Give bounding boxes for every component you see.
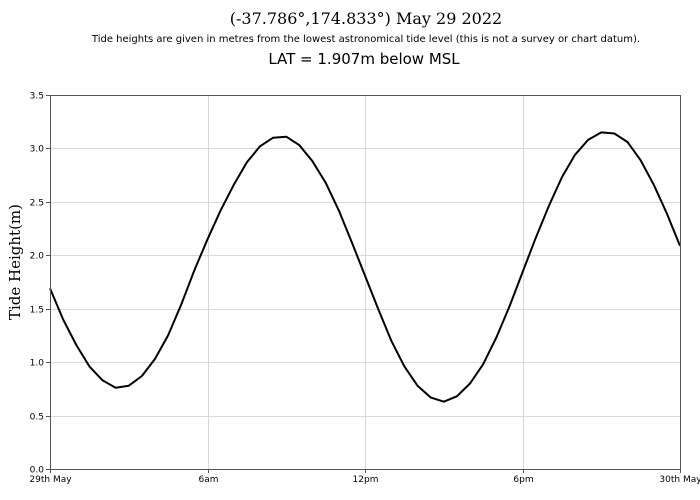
- x-tick-label: 30th May: [659, 475, 700, 485]
- chart-subtitle: Tide heights are given in metres from th…: [91, 34, 641, 45]
- y-tick-label: 3.0: [30, 145, 45, 155]
- x-tick-label: 29th May: [29, 475, 72, 485]
- chart-title: (-37.786°,174.833°) May 29 2022: [229, 9, 503, 28]
- y-tick-label: 1.0: [30, 359, 45, 369]
- x-tick-label: 6pm: [513, 475, 533, 485]
- lat-note: LAT = 1.907m below MSL: [268, 50, 460, 68]
- series-layer: [49, 131, 681, 403]
- x-tick-label: 6am: [198, 475, 218, 485]
- y-tick-label: 0.0: [30, 466, 45, 476]
- y-tick-label: 0.5: [30, 413, 44, 423]
- y-tick-label: 2.5: [30, 199, 44, 209]
- x-tick-label: 12pm: [353, 475, 379, 485]
- y-axis-ticks: 0.0 0.5 1.0 1.5 2.0 2.5 3.0 3.5: [30, 92, 50, 476]
- grid-layer: [50, 95, 681, 470]
- y-tick-label: 2.0: [30, 252, 45, 262]
- y-tick-label: 1.5: [30, 306, 44, 316]
- y-tick-label: 3.5: [30, 92, 44, 102]
- x-axis-ticks: 29th May 6am 12pm 6pm 30th May: [29, 469, 700, 485]
- tide-height-line: [49, 131, 681, 403]
- y-axis-label: Tide Height(m): [6, 204, 24, 320]
